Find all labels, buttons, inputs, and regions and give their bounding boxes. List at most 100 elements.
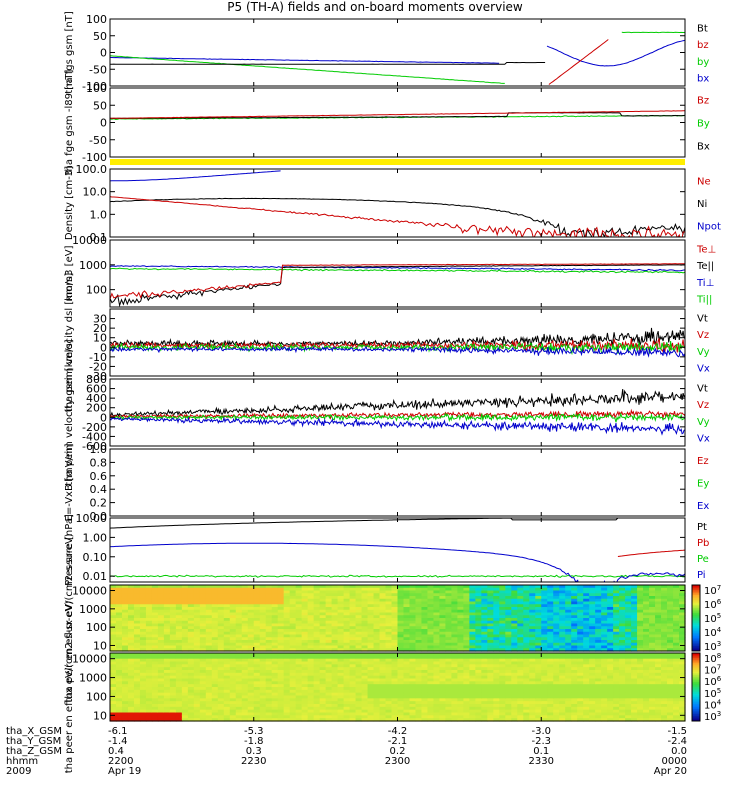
ylabel: tha peer en eflux eV/(cm2-s-sr-eV) bbox=[64, 601, 75, 774]
ytick-label: 0 bbox=[100, 411, 107, 424]
legend-ez: Ez bbox=[697, 456, 709, 467]
ytick-label: 0 bbox=[100, 47, 107, 60]
ytick-label: 100 bbox=[86, 13, 107, 26]
series-bz-fge bbox=[110, 110, 685, 119]
ytick-label: 0.0 bbox=[90, 510, 108, 523]
series-vy-dsl bbox=[110, 341, 685, 356]
xaxis-row-label: hhmm bbox=[6, 756, 38, 767]
colorbar-label: 105 bbox=[704, 612, 721, 625]
legend-vt: Vt bbox=[697, 313, 708, 324]
ytick-label: 100 bbox=[86, 82, 107, 95]
xaxis-value: 0.3 bbox=[246, 746, 262, 757]
xaxis-value: -1.8 bbox=[244, 736, 264, 747]
xaxis-value: -2.3 bbox=[531, 736, 551, 747]
ytick-label: 0.8 bbox=[90, 456, 108, 469]
xaxis-value: -6.1 bbox=[108, 726, 128, 737]
series-ti-perp bbox=[110, 265, 685, 272]
xaxis-value: -4.2 bbox=[388, 726, 408, 737]
ytick-label: 200 bbox=[86, 402, 107, 415]
legend-by: By bbox=[697, 119, 710, 130]
legend-pb: Pb bbox=[697, 538, 709, 549]
legend-bz: bz bbox=[697, 40, 709, 51]
xaxis-row-label: tha_Y_GSM bbox=[6, 736, 61, 747]
ytick-label: 100 bbox=[86, 621, 107, 634]
legend-vy: Vy bbox=[697, 417, 710, 428]
legend-vx: Vx bbox=[697, 364, 710, 375]
legend-by: by bbox=[697, 57, 709, 68]
legend-ni: Ni bbox=[697, 199, 707, 210]
ytick-label: -50 bbox=[89, 63, 107, 76]
ytick-label: 1.0 bbox=[90, 443, 108, 456]
xaxis-value: 0000 bbox=[662, 756, 687, 767]
ytick-label: 400 bbox=[86, 392, 107, 405]
ytick-label: 0.4 bbox=[90, 483, 108, 496]
panel-frame bbox=[109, 168, 686, 238]
panel-frame bbox=[109, 517, 686, 583]
series-pb bbox=[617, 549, 685, 557]
series-vz-dsl bbox=[110, 338, 685, 354]
xaxis-value: 0.2 bbox=[390, 746, 406, 757]
xaxis-value: -1.5 bbox=[667, 726, 687, 737]
ytick-label: 1.0 bbox=[90, 208, 108, 221]
ytick-label: 1000 bbox=[79, 603, 107, 616]
ytick-label: 100.0 bbox=[76, 163, 108, 176]
ytick-label: 0.10 bbox=[83, 551, 108, 564]
ylabel: tha fgs gsm [nT] bbox=[64, 11, 75, 94]
ytick-label: 600 bbox=[86, 383, 107, 396]
ytick-label: 0 bbox=[100, 341, 107, 354]
xaxis-row-label: tha_Z_GSM bbox=[6, 746, 62, 757]
series-ne bbox=[110, 196, 685, 237]
legend-vz: Vz bbox=[697, 400, 709, 411]
ytick-label: 1.00 bbox=[83, 531, 108, 544]
series-te-perp bbox=[110, 263, 685, 300]
ytick-label: -30 bbox=[89, 370, 107, 383]
legend-vz: Vz bbox=[697, 330, 709, 341]
legend-pt: Pt bbox=[697, 522, 707, 533]
ylabel: Pressure [nPa] bbox=[64, 514, 75, 586]
xaxis-row-label: tha_X_GSM bbox=[6, 726, 62, 737]
ytick-label: -100 bbox=[82, 80, 107, 93]
series-by bbox=[110, 55, 505, 84]
legend-bx: Bx bbox=[697, 142, 710, 153]
ylabel: mom3 [eV] bbox=[64, 245, 75, 301]
xaxis-value: -2.4 bbox=[667, 736, 687, 747]
xaxis-value: -2.1 bbox=[388, 736, 408, 747]
ytick-label: -100 bbox=[82, 151, 107, 164]
series-vy-gsm bbox=[110, 412, 685, 423]
ytick-label: -200 bbox=[82, 421, 107, 434]
legend-ti⊥: Ti⊥ bbox=[696, 278, 714, 289]
series-pi bbox=[110, 542, 685, 582]
xaxis-value: Apr 19 bbox=[108, 766, 141, 777]
ytick-label: 0.6 bbox=[90, 470, 108, 483]
legend-ne: Ne bbox=[697, 176, 711, 187]
ylabel: tha peim velocity gsm [km/s] bbox=[64, 339, 75, 486]
ytick-label: 100 bbox=[86, 690, 107, 703]
xaxis-value: -3.0 bbox=[531, 726, 551, 737]
ytick-label: 10.00 bbox=[76, 512, 108, 525]
mode-bar bbox=[110, 159, 685, 165]
ytick-label: -50 bbox=[89, 134, 107, 147]
legend-ti||: Ti|| bbox=[696, 295, 712, 306]
xaxis-value: -1.4 bbox=[108, 736, 128, 747]
series-ti-par bbox=[110, 267, 685, 274]
colorbar-frame bbox=[691, 652, 701, 722]
ylabel: E=-VxB [mV/m] bbox=[64, 443, 75, 521]
ytick-label: 10 bbox=[93, 709, 107, 722]
legend-vy: Vy bbox=[697, 347, 710, 358]
series-ni bbox=[110, 197, 685, 237]
xaxis-value: 2300 bbox=[385, 756, 410, 767]
legend-ex: Ex bbox=[697, 501, 709, 512]
colorbar bbox=[692, 585, 700, 652]
ytick-label: 10000 bbox=[72, 234, 107, 247]
colorbar-label: 104 bbox=[704, 626, 722, 639]
series-npot bbox=[110, 170, 281, 182]
legend-npot: Npot bbox=[697, 222, 721, 233]
legend-ey: Ey bbox=[697, 479, 709, 490]
series-bz bbox=[548, 39, 609, 85]
legend-vt: Vt bbox=[697, 383, 708, 394]
legend-te⊥: Te⊥ bbox=[696, 244, 716, 255]
legend-bx: bx bbox=[697, 74, 709, 85]
series-vx-dsl bbox=[110, 345, 685, 358]
ylabel: Density [cm-3] bbox=[64, 166, 75, 240]
ytick-label: -20 bbox=[89, 360, 107, 373]
